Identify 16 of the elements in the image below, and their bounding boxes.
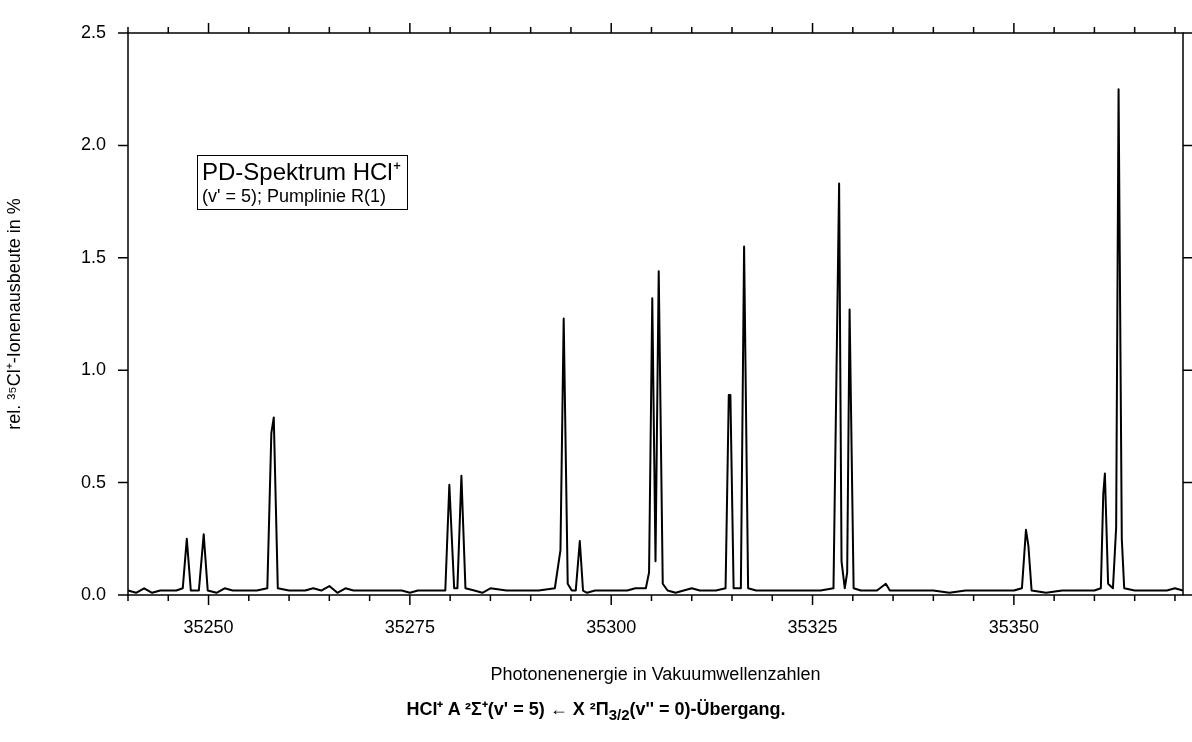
y-tick-label: 0.5 (80, 471, 106, 492)
y-tick-label: 1.0 (80, 359, 106, 380)
y-tick-label: 2.5 (80, 21, 106, 42)
x-axis-title: Photonenenergie in Vakuumwellenzahlen (490, 664, 821, 685)
y-tick-label: 0.0 (80, 583, 106, 604)
x-tick-label: 35325 (787, 616, 838, 637)
y-axis-title: rel. ³⁵Cl⁺-Ionenausbeute in % (3, 198, 24, 430)
y-tick-label: 2.0 (80, 134, 106, 155)
x-tick-label: 35250 (183, 616, 234, 637)
x-tick-label: 35300 (586, 616, 637, 637)
text: HCl⁺ A ²Σ⁺(v' = 5) ← X ²Π$_{3/2}$(v'' = 0)-Übergang. (405, 698, 787, 723)
x-tick-label: 35350 (988, 616, 1039, 637)
annotation: PD-Spektrum HCl⁺ (202, 158, 401, 186)
annotation: (v' = 5); Pumplinie R(1) (202, 185, 387, 207)
y-tick-label: 1.5 (80, 246, 106, 267)
x-tick-label: 35275 (384, 616, 435, 637)
